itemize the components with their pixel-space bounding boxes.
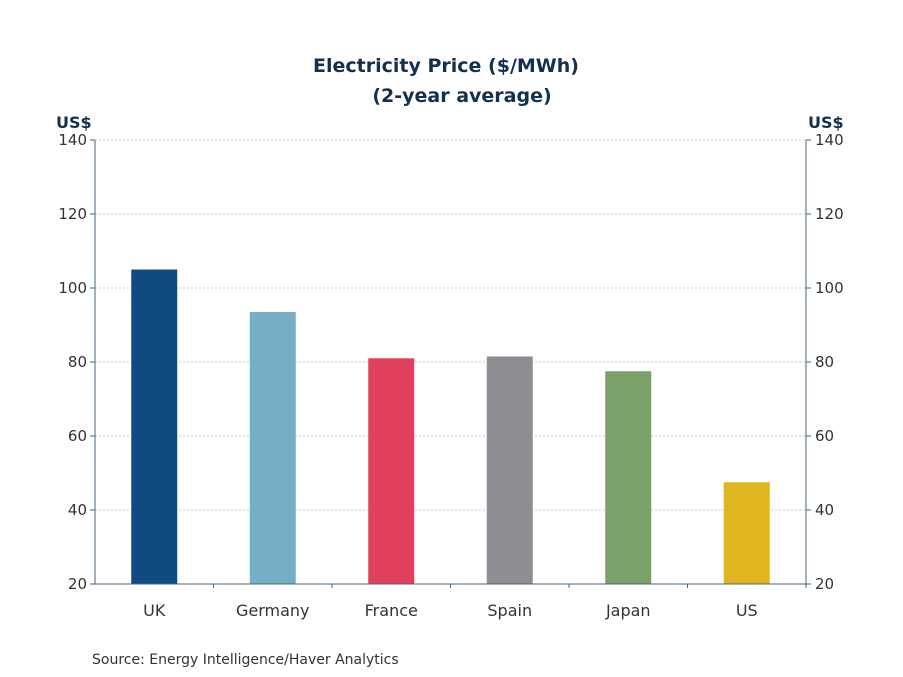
category-label: Spain bbox=[487, 601, 532, 620]
left-tick-label: 20 bbox=[68, 575, 87, 593]
left-tick-label: 80 bbox=[68, 353, 87, 371]
left-tick-label: 120 bbox=[58, 205, 87, 223]
category-label: Japan bbox=[605, 601, 651, 620]
category-label: US bbox=[736, 601, 758, 620]
left-axis-unit: US$ bbox=[56, 113, 92, 132]
bar-uk bbox=[131, 269, 178, 584]
bar-japan bbox=[605, 371, 652, 584]
left-tick-label: 140 bbox=[58, 131, 87, 149]
right-axis-unit: US$ bbox=[808, 113, 844, 132]
right-tick-label: 140 bbox=[815, 131, 844, 149]
category-label: Germany bbox=[236, 601, 310, 620]
bar-spain bbox=[486, 356, 533, 584]
right-tick-label: 100 bbox=[815, 279, 844, 297]
category-label: France bbox=[365, 601, 418, 620]
right-tick-label: 20 bbox=[815, 575, 834, 593]
right-tick-label: 80 bbox=[815, 353, 834, 371]
source-note: Source: Energy Intelligence/Haver Analyt… bbox=[92, 652, 399, 668]
bar-france bbox=[368, 358, 415, 584]
left-tick-label: 100 bbox=[58, 279, 87, 297]
left-tick-label: 60 bbox=[68, 427, 87, 445]
category-label: UK bbox=[143, 601, 166, 620]
chart-subtitle: (2-year average) bbox=[372, 85, 551, 107]
right-tick-label: 40 bbox=[815, 501, 834, 519]
chart-title: Electricity Price ($/MWh) bbox=[313, 55, 579, 77]
right-tick-label: 60 bbox=[815, 427, 834, 445]
left-tick-label: 40 bbox=[68, 501, 87, 519]
bar-germany bbox=[249, 312, 296, 584]
right-tick-label: 120 bbox=[815, 205, 844, 223]
bar-us bbox=[723, 482, 770, 584]
